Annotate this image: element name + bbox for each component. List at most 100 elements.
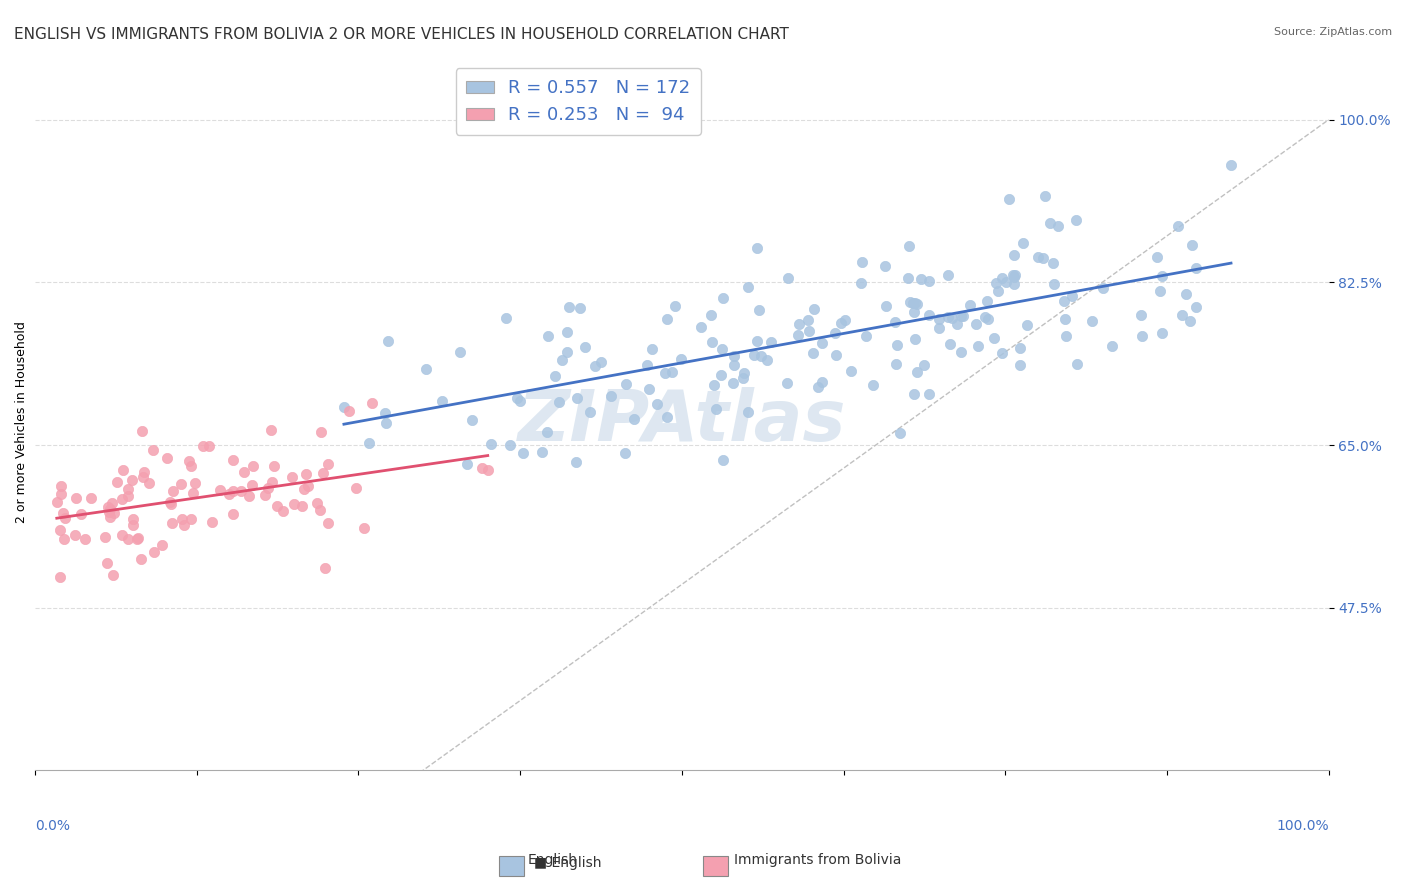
Point (661, 365, 683, 379)
Point (803, 301, 825, 316)
Point (1002, 247, 1025, 261)
Point (49, 478, 72, 492)
Point (256, 481, 278, 495)
Point (1043, 277, 1066, 292)
Point (1010, 358, 1032, 372)
Point (105, 475, 128, 489)
Point (101, 568, 124, 582)
Point (669, 352, 692, 367)
Point (311, 425, 333, 439)
Point (749, 349, 772, 363)
Point (97, 500, 120, 514)
Point (810, 376, 832, 390)
Point (936, 268, 959, 282)
Point (263, 458, 285, 473)
Point (991, 345, 1014, 359)
Point (160, 516, 183, 530)
Point (898, 295, 921, 310)
Point (1171, 308, 1194, 322)
Point (156, 450, 179, 465)
Point (98, 509, 121, 524)
Point (117, 489, 139, 503)
Point (851, 255, 873, 269)
Point (45, 495, 67, 509)
Point (1180, 314, 1202, 328)
Point (565, 391, 588, 405)
Point (1091, 281, 1114, 295)
Point (897, 270, 920, 285)
Point (143, 545, 166, 559)
Legend: R = 0.557   N = 172, R = 0.253   N =  94: R = 0.557 N = 172, R = 0.253 N = 94 (456, 69, 702, 135)
Point (111, 463, 134, 477)
Point (623, 412, 645, 426)
Point (173, 517, 195, 532)
Point (477, 463, 499, 477)
Point (825, 348, 848, 362)
Point (776, 376, 799, 391)
Point (1081, 314, 1104, 328)
Point (748, 302, 770, 317)
Point (461, 412, 484, 426)
Point (506, 391, 529, 405)
Point (1185, 260, 1208, 275)
Point (939, 337, 962, 351)
Point (918, 274, 941, 288)
Text: 0.0%: 0.0% (35, 819, 70, 833)
Point (314, 560, 336, 574)
Point (737, 405, 759, 419)
Point (142, 443, 165, 458)
Point (834, 313, 856, 327)
Point (862, 378, 884, 392)
Point (976, 294, 998, 309)
Point (711, 291, 734, 305)
Point (1184, 300, 1206, 314)
Point (918, 308, 941, 322)
Point (583, 359, 606, 374)
Point (316, 516, 339, 531)
Point (111, 528, 134, 542)
Point (1167, 219, 1189, 234)
Point (1002, 269, 1025, 284)
Point (377, 334, 399, 348)
Point (875, 299, 897, 313)
Point (745, 334, 768, 349)
Point (579, 405, 602, 419)
Point (198, 439, 221, 453)
Point (127, 531, 149, 545)
Point (1002, 277, 1025, 291)
Point (967, 339, 990, 353)
Point (536, 425, 558, 440)
Point (1130, 329, 1153, 343)
Point (181, 486, 204, 500)
Point (432, 393, 454, 408)
Point (1001, 268, 1024, 282)
Point (111, 491, 134, 506)
Point (221, 507, 243, 521)
Point (555, 325, 578, 339)
Point (316, 458, 339, 472)
Point (983, 331, 1005, 345)
Point (928, 321, 950, 335)
Point (1149, 285, 1171, 299)
Point (704, 401, 727, 416)
Point (471, 461, 494, 475)
Point (591, 354, 613, 368)
Point (75, 532, 97, 546)
Point (1042, 256, 1064, 270)
Point (1004, 268, 1026, 283)
Point (711, 453, 734, 467)
Point (912, 358, 935, 372)
Point (138, 476, 160, 491)
Point (614, 376, 637, 391)
Point (359, 435, 381, 450)
Point (543, 368, 565, 383)
Point (177, 454, 200, 468)
Point (987, 285, 1010, 299)
Point (117, 533, 139, 547)
Point (266, 499, 288, 513)
Point (976, 312, 998, 326)
Point (131, 424, 153, 438)
Point (884, 357, 907, 371)
Point (98, 505, 121, 519)
Point (645, 397, 668, 411)
